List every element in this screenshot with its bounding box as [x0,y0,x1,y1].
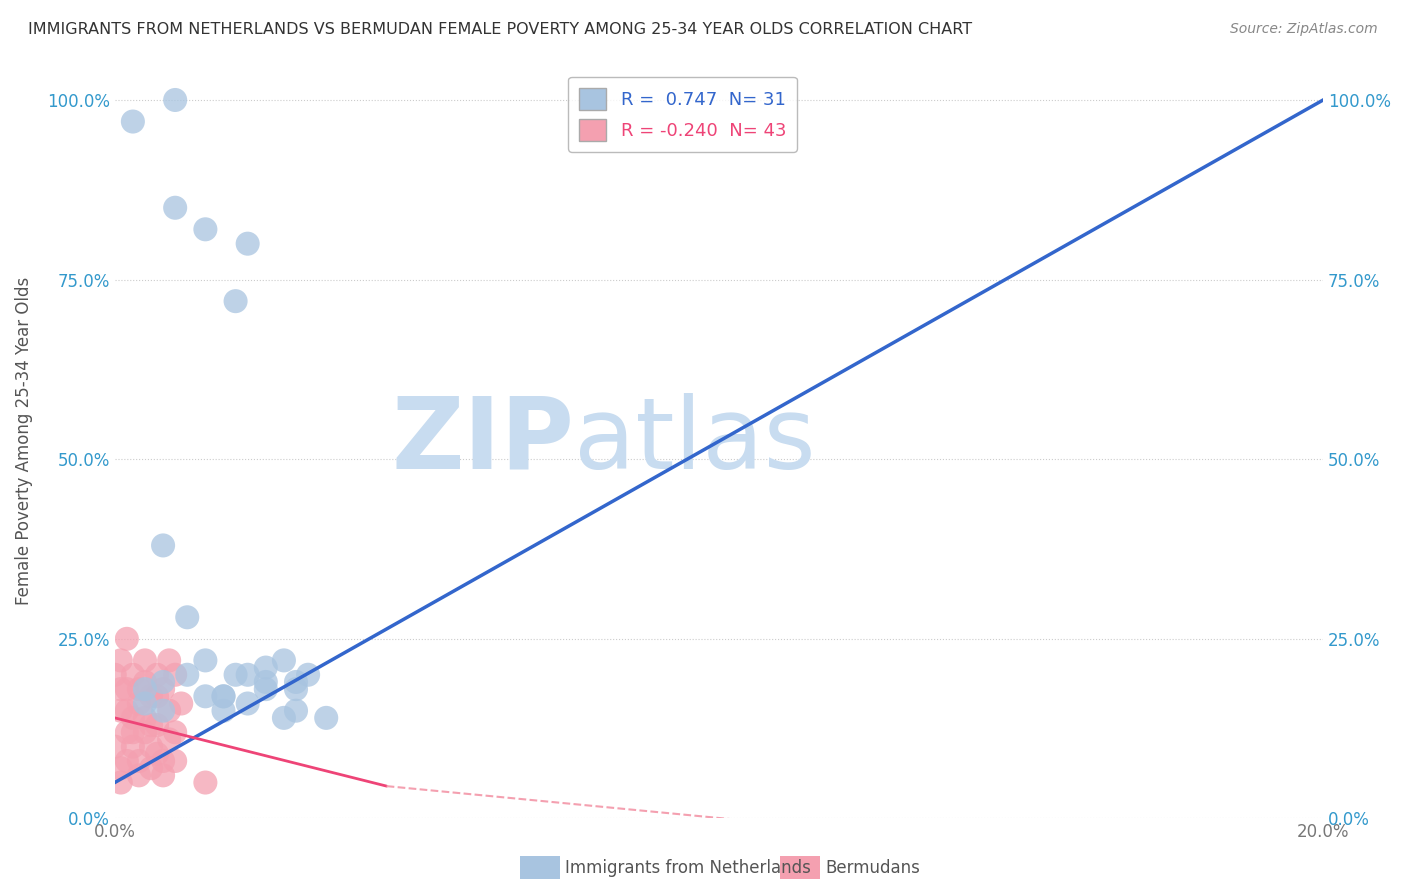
Point [115,632,138,646]
Point [115,754,138,768]
Point [146,747,169,761]
Point [194,775,217,789]
Point [170,697,193,711]
Point [146,690,169,704]
Point [104,739,127,754]
Point [194,653,217,667]
Point [225,667,247,681]
Point [110,761,132,775]
Point [128,682,150,697]
Point [236,236,259,251]
Point [157,653,180,667]
Point [225,294,247,309]
Point [152,704,174,718]
Point [128,768,150,782]
Point [139,761,162,775]
Point [212,690,235,704]
Point [273,653,295,667]
Point [139,718,162,732]
Point [110,653,132,667]
Point [122,667,145,681]
Point [254,682,277,697]
Point [315,711,337,725]
Point [139,690,162,704]
Point [212,690,235,704]
Point [134,697,156,711]
Point [122,114,145,128]
Point [297,667,319,681]
Point [122,725,145,739]
Point [176,667,198,681]
Point [236,697,259,711]
Text: IMMIGRANTS FROM NETHERLANDS VS BERMUDAN FEMALE POVERTY AMONG 25-34 YEAR OLDS COR: IMMIGRANTS FROM NETHERLANDS VS BERMUDAN … [28,22,972,37]
Point [165,201,187,215]
Text: atlas: atlas [574,392,815,490]
Point [152,675,174,690]
Point [176,610,198,624]
Point [165,93,187,107]
Point [146,667,169,681]
Point [254,660,277,674]
Point [134,725,156,739]
Point [115,682,138,697]
Point [134,653,156,667]
Point [212,704,235,718]
Point [194,690,217,704]
Point [110,682,132,697]
Legend: R =  0.747  N= 31, R = -0.240  N= 43: R = 0.747 N= 31, R = -0.240 N= 43 [568,77,797,152]
Point [134,711,156,725]
Point [152,682,174,697]
Point [165,725,187,739]
Point [122,711,145,725]
Point [165,667,187,681]
Point [146,718,169,732]
Point [128,697,150,711]
Point [104,667,127,681]
Point [157,704,180,718]
Text: Bermudans: Bermudans [825,859,920,877]
Point [110,775,132,789]
Point [128,754,150,768]
Point [134,675,156,690]
Point [285,682,308,697]
Point [285,704,308,718]
Point [115,725,138,739]
Text: ZIP: ZIP [391,392,574,490]
Point [273,711,295,725]
Point [122,739,145,754]
Point [152,768,174,782]
Point [110,704,132,718]
Point [134,682,156,697]
Point [152,754,174,768]
Point [194,222,217,236]
Point [236,667,259,681]
Text: Immigrants from Netherlands: Immigrants from Netherlands [565,859,811,877]
Point [157,732,180,747]
Point [115,704,138,718]
Point [285,675,308,690]
Point [152,538,174,552]
Text: Source: ZipAtlas.com: Source: ZipAtlas.com [1230,22,1378,37]
Point [165,754,187,768]
Y-axis label: Female Poverty Among 25-34 Year Olds: Female Poverty Among 25-34 Year Olds [15,277,32,606]
Point [139,739,162,754]
Point [254,675,277,690]
